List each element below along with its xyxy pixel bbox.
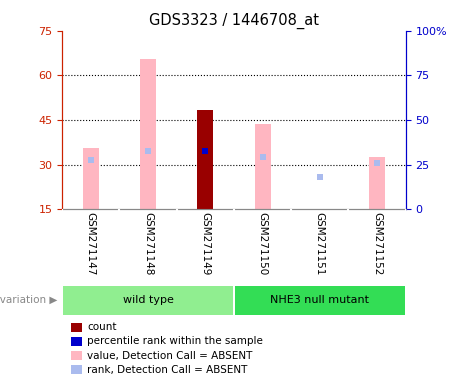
Text: GSM271147: GSM271147 xyxy=(86,212,96,275)
Text: GSM271149: GSM271149 xyxy=(201,212,210,275)
Bar xyxy=(254,124,271,209)
Bar xyxy=(369,157,385,209)
Title: GDS3323 / 1446708_at: GDS3323 / 1446708_at xyxy=(149,13,319,29)
Text: NHE3 null mutant: NHE3 null mutant xyxy=(270,295,369,306)
Text: rank, Detection Call = ABSENT: rank, Detection Call = ABSENT xyxy=(87,364,248,375)
Text: GSM271148: GSM271148 xyxy=(143,212,153,275)
Bar xyxy=(83,148,99,209)
Bar xyxy=(140,59,156,209)
Bar xyxy=(63,286,233,315)
Text: GSM271151: GSM271151 xyxy=(315,212,325,275)
Text: value, Detection Call = ABSENT: value, Detection Call = ABSENT xyxy=(87,351,253,361)
Text: wild type: wild type xyxy=(123,295,173,306)
Text: count: count xyxy=(87,322,117,333)
Text: percentile rank within the sample: percentile rank within the sample xyxy=(87,336,263,346)
Bar xyxy=(197,109,213,209)
Text: GSM271152: GSM271152 xyxy=(372,212,382,275)
Bar xyxy=(235,286,405,315)
Text: GSM271150: GSM271150 xyxy=(258,212,267,275)
Text: genotype/variation ▶: genotype/variation ▶ xyxy=(0,295,58,306)
